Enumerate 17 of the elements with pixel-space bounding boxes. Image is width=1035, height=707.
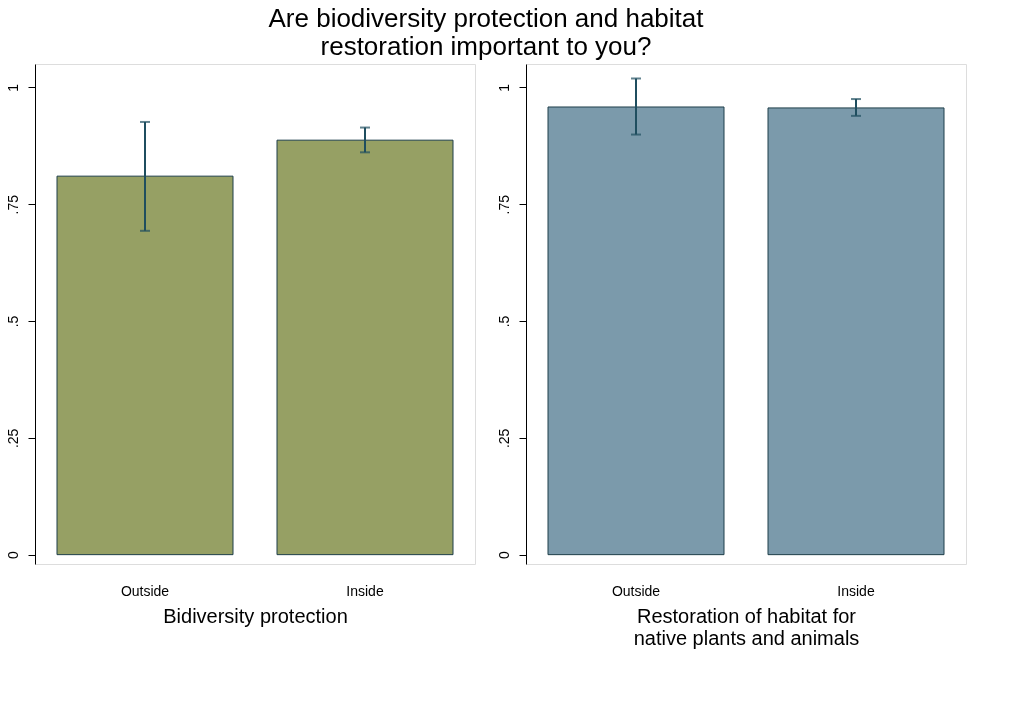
y-tick-label: .5 [4, 315, 21, 328]
chart-title: Are biodiversity protection and habitat restoration important to you? [268, 2, 705, 61]
x-axis-title: Bidiversity protection [163, 604, 348, 627]
y-tick-label: 0 [4, 551, 21, 560]
x-axis-title: Restoration of habitat for native plants and animals [633, 604, 860, 649]
x-tick-label: Outside [120, 582, 170, 599]
x-tick-label: Inside [346, 582, 384, 599]
y-tick-label: 1 [4, 83, 21, 92]
y-tick-label: .25 [4, 428, 21, 449]
y-tick-label: .75 [495, 194, 512, 215]
x-tick-label: Outside [611, 582, 661, 599]
y-tick-label: 0 [495, 551, 512, 560]
y-tick-label: .5 [495, 315, 512, 328]
y-tick-label: .75 [4, 194, 21, 215]
y-tick-label: 1 [495, 83, 512, 92]
x-tick-label: Inside [837, 582, 875, 599]
y-tick-label: .25 [495, 428, 512, 449]
